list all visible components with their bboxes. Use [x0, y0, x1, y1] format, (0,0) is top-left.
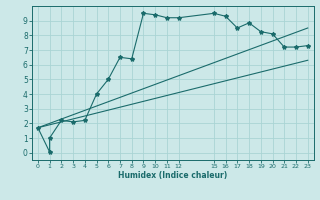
X-axis label: Humidex (Indice chaleur): Humidex (Indice chaleur): [118, 171, 228, 180]
